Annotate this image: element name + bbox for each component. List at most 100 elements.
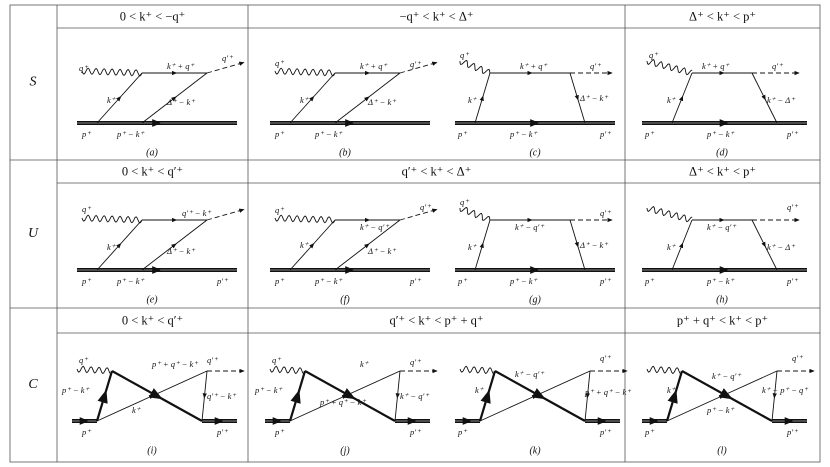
diagram-label: p′⁺ xyxy=(409,427,422,437)
diagram-label: q′⁺ − k⁺ xyxy=(182,208,212,218)
diagram-label: q′⁺ xyxy=(420,202,432,212)
diagram-label: p⁺ − k⁺ xyxy=(509,276,538,286)
diagram-label: k⁺ xyxy=(468,242,478,252)
propagator xyxy=(569,219,586,271)
column-header: −q⁺ < k⁺ < Δ⁺ xyxy=(400,9,474,23)
diagram-caption: (l) xyxy=(717,445,727,456)
diagram-label: k⁺ + q⁺ xyxy=(702,61,730,71)
diagram-caption: (g) xyxy=(529,294,541,305)
diagram-label: p⁺ xyxy=(81,129,92,139)
diagram-label: p⁺ xyxy=(644,129,655,139)
diagram-label: q′⁺ xyxy=(410,357,422,367)
row-label: C xyxy=(28,377,38,392)
diagram-label: p⁺ xyxy=(81,276,92,286)
diagram-label: k⁺ + q⁺ xyxy=(167,61,195,71)
diagram-label: p⁺ xyxy=(81,427,92,437)
feynman-diagram: q⁺ q′⁺ k⁺ + q⁺ k⁺ Δ⁺ − k⁺ p⁺ p⁺ − k⁺(a) xyxy=(77,53,245,158)
outgoing-dashed xyxy=(399,61,438,74)
propagator xyxy=(771,370,778,422)
diagram-label: p⁺ − k⁺ xyxy=(254,385,283,395)
diagram-label: k⁺ xyxy=(107,95,117,105)
photon-line xyxy=(269,365,306,375)
feynman-diagram: q⁺ q′⁺ k⁺ − q′⁺ k⁺ Δ⁺ − k⁺ p⁺ p⁺ − k⁺ p′⁺ (g) xyxy=(455,197,615,305)
propagator xyxy=(394,370,401,422)
feynman-diagram: q⁺ k⁺ q′⁺ p⁺ − k⁺ p⁺ + q⁺ − k⁺ k⁺ − q′⁺ p⁺ p′⁺ (… xyxy=(254,355,438,456)
diagram-label: p⁺ + q⁺ − k⁺ xyxy=(584,387,632,397)
column-header: 0 < k⁺ < −q⁺ xyxy=(120,9,186,23)
table-border xyxy=(9,4,821,463)
diagram-label: q⁺ xyxy=(275,58,285,68)
photon-line xyxy=(81,67,143,77)
diagram-label: p′⁺ xyxy=(216,276,229,286)
diagram-label: k⁺ xyxy=(667,385,677,395)
diagram-label: k⁺ − Δ⁺ xyxy=(767,95,796,105)
propagator xyxy=(289,219,336,271)
diagram-label: k⁺ xyxy=(300,95,310,105)
diagram-label: q⁺ xyxy=(79,355,89,365)
diagram-caption: (c) xyxy=(529,147,541,158)
diagram-label: p′⁺ xyxy=(786,129,799,139)
diagram-label: p′⁺ xyxy=(216,427,229,437)
propagator xyxy=(671,72,693,124)
feynman-diagram: q⁺ p⁺ + q⁺ − k⁺ q′⁺ p⁺ − k⁺ q′⁺ − k⁺ k⁺ p⁺ p′⁺ (… xyxy=(61,355,245,456)
propagator xyxy=(665,370,684,422)
diagram-label: Δ⁺ − k⁺ xyxy=(166,246,196,256)
column-header: 0 < k⁺ < q′⁺ xyxy=(122,164,183,178)
diagram-label: q⁺ xyxy=(649,50,659,60)
propagator xyxy=(141,219,208,271)
diagram-label: q′⁺ xyxy=(222,53,234,63)
diagram-label: k⁺ + q⁺ xyxy=(520,61,548,71)
feynman-diagram: q⁺ k⁺ + q⁺ q′⁺ k⁺ Δ⁺ − k⁺ p⁺ p⁺ − k⁺ (b) xyxy=(270,58,438,158)
photon-line xyxy=(646,365,683,375)
propagator xyxy=(141,72,208,124)
diagram-label: p⁺ − k⁺ xyxy=(706,405,735,415)
feynman-diagram: k⁺ − q′⁺ q′⁺ k⁺ p⁺ − k⁺ k⁺ − p⁺ − q⁺ p⁺ p′⁺ (l) xyxy=(642,353,815,456)
propagator xyxy=(111,370,203,422)
propagator xyxy=(96,370,208,422)
diagram-label: q′⁺ xyxy=(600,208,612,218)
diagram-label: k⁺ xyxy=(475,385,485,395)
diagram-label: k⁺ xyxy=(667,95,677,105)
row-label: S xyxy=(30,75,37,90)
diagram-label: p⁺ − k⁺ xyxy=(706,276,735,286)
propagator xyxy=(334,219,401,271)
diagram-caption: (h) xyxy=(716,294,728,305)
diagram-label: Δ⁺ − k⁺ xyxy=(367,246,397,256)
diagram-label: q′⁺ xyxy=(207,355,219,365)
feynman-diagram: q⁺ k⁺ + q⁺ q′⁺ k⁺ Δ⁺ − k⁺ p⁺ p⁺ − k⁺ p′⁺ (c) xyxy=(455,50,615,158)
propagator xyxy=(288,370,307,422)
row-label: U xyxy=(28,226,39,241)
diagram-label: k⁺ − q′⁺ xyxy=(707,222,737,232)
feynman-diagram: q⁺ k⁺ + q⁺ q′⁺ k⁺ k⁺ − Δ⁺ p⁺ p⁺ − k⁺ p′⁺ (d) xyxy=(642,50,807,158)
diagram-label: k⁺ xyxy=(300,240,310,250)
diagram-label: q′⁺ xyxy=(600,353,612,363)
propagator xyxy=(96,72,143,124)
feynman-diagram: q⁺ q′⁺ k⁺ k⁺ − q′⁺ Δ⁺ − k⁺ p⁺ p⁺ − k⁺ p′⁺ (f) xyxy=(270,202,438,305)
propagator xyxy=(289,370,401,422)
diagram-label: p⁺ − k⁺ xyxy=(116,129,145,139)
photon-line xyxy=(76,365,113,375)
photon-line xyxy=(274,214,336,224)
propagator xyxy=(479,370,591,422)
diagram-label: q⁺ xyxy=(460,50,470,60)
propagator xyxy=(95,370,114,422)
photon-line xyxy=(646,59,693,76)
outgoing-dashed xyxy=(399,208,438,221)
diagram-label: p⁺ xyxy=(274,129,285,139)
diagram-label: p′⁺ xyxy=(786,427,799,437)
diagram-label: p⁺ + q⁺ − k⁺ xyxy=(151,359,199,369)
outgoing-dashed xyxy=(206,208,245,221)
propagator xyxy=(584,370,591,422)
propagator xyxy=(474,72,491,124)
diagram-caption: (e) xyxy=(146,294,158,305)
propagator xyxy=(751,219,778,271)
diagram-label: p′⁺ xyxy=(599,427,612,437)
diagram-label: q⁺ xyxy=(460,197,470,207)
diagram-label: p′⁺ xyxy=(409,276,422,286)
outgoing-dashed xyxy=(206,61,245,74)
diagram-label: p⁺ xyxy=(457,276,468,286)
diagram-label: p⁺ xyxy=(457,427,468,437)
diagram-label: Δ⁺ − k⁺ xyxy=(166,97,196,107)
diagram-label: p⁺ xyxy=(644,427,655,437)
